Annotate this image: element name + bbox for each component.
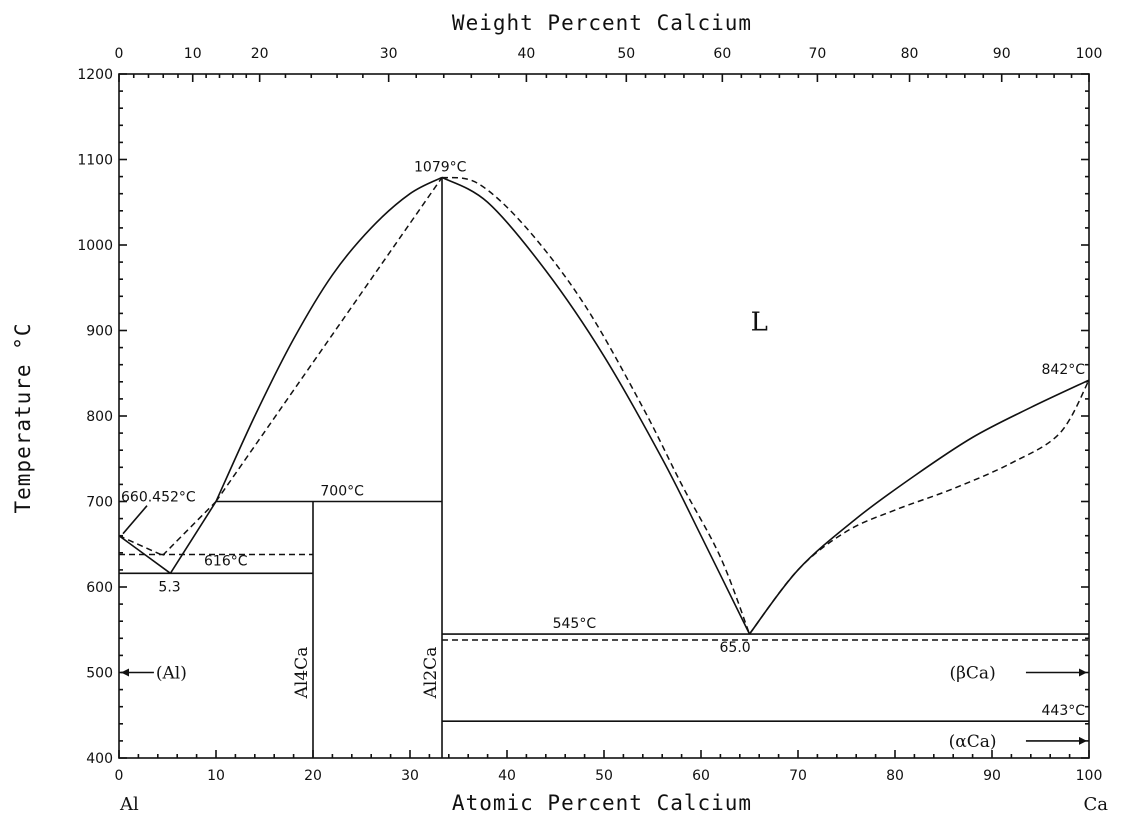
x2-tick-label: 0 [115,46,124,62]
y-tick-label: 1100 [77,153,113,169]
element-right-label: Ca [1083,794,1108,815]
x2-tick-label: 40 [517,46,535,62]
liquidus-solid-line [169,501,217,574]
x2-tick-label: 100 [1076,46,1103,62]
x2-tick-label: 80 [901,46,919,62]
liquidus-dashed-line [162,500,217,556]
y-tick-label: 500 [86,666,113,682]
x2-tick-label: 70 [808,46,826,62]
y-tick-label: 1000 [77,238,113,254]
y-tick-label: 600 [86,580,113,596]
phase-label-al2ca: Al2Ca [421,647,441,700]
point-annotation: 616°C [204,553,248,569]
x2-tick-label: 30 [380,46,398,62]
top-axis-title: Weight Percent Calcium [452,11,752,35]
point-annotation: 1079°C [414,159,467,175]
arrowhead-al [121,668,129,677]
y-axis-title: Temperature °C [11,322,35,513]
y-tick-label: 400 [86,751,113,767]
liquidus-solid-line [215,176,443,502]
arrowhead-beta [1079,668,1087,677]
x2-tick-label: 50 [617,46,635,62]
element-left-label: Al [119,794,139,815]
point-annotation: 842°C [1042,362,1086,378]
plot-border [118,73,1090,759]
phase-labels: 1079°C 660.452°C 700°C 616°C 5.3 545°C 65.0 842… [121,159,1087,752]
x-tick-label: 90 [983,768,1001,784]
x2-tick-label: 60 [713,46,731,62]
point-annotation: 700°C [320,484,364,500]
x-tick-label: 50 [595,768,613,784]
point-annotation: 545°C [553,616,597,632]
x-tick-label: 80 [886,768,904,784]
y-tick-label: 800 [86,409,113,425]
point-annotation: 5.3 [158,579,180,595]
phase-label-al: (Al) [156,664,187,684]
y-tick-label: 1200 [77,67,113,83]
x-tick-label: 40 [498,768,516,784]
phase-label-beta-ca: (βCa) [949,664,995,684]
x-tick-label: 30 [401,768,419,784]
y-tick-label: 900 [86,324,113,340]
liquidus-solid-line [441,176,751,635]
point-annotation: 660.452°C [121,490,196,506]
x2-tick-label: 90 [993,46,1011,62]
x-tick-label: 20 [304,768,322,784]
point-annotation: 65.0 [720,640,751,656]
x2-tick-label: 20 [251,46,269,62]
phase-label-al4ca-text: Al4Ca [292,647,312,700]
phase-label-al4ca: Al4Ca [292,647,312,700]
plot-frame [118,73,1090,759]
x-tick-label: 70 [789,768,807,784]
arrowhead-alpha [1079,736,1087,745]
phase-label-alpha-ca: (αCa) [949,732,997,752]
liquidus-dashed-line [748,379,1090,635]
x-tick-label: 0 [115,768,124,784]
melting-point-arrow [122,505,148,535]
liquidus-dashed-line [215,177,443,502]
liquidus-solid-line [748,379,1090,635]
axis-ticks: 0 10 20 30 40 50 60 70 80 90 1000 10 20 30 40 50 60 70 80 9… [77,46,1102,784]
y-tick-label: 700 [86,495,113,511]
phase-label-liquid: L [751,308,768,338]
bottom-axis-title: Atomic Percent Calcium [452,791,752,815]
liquidus-dashed-line [441,176,751,635]
phase-label-al2ca-text: Al2Ca [421,647,441,700]
x-tick-label: 100 [1076,768,1103,784]
x2-tick-label: 10 [184,46,202,62]
point-annotation: 443°C [1042,703,1086,719]
x-tick-label: 10 [207,768,225,784]
x-tick-label: 60 [692,768,710,784]
phase-curves [118,176,1090,758]
